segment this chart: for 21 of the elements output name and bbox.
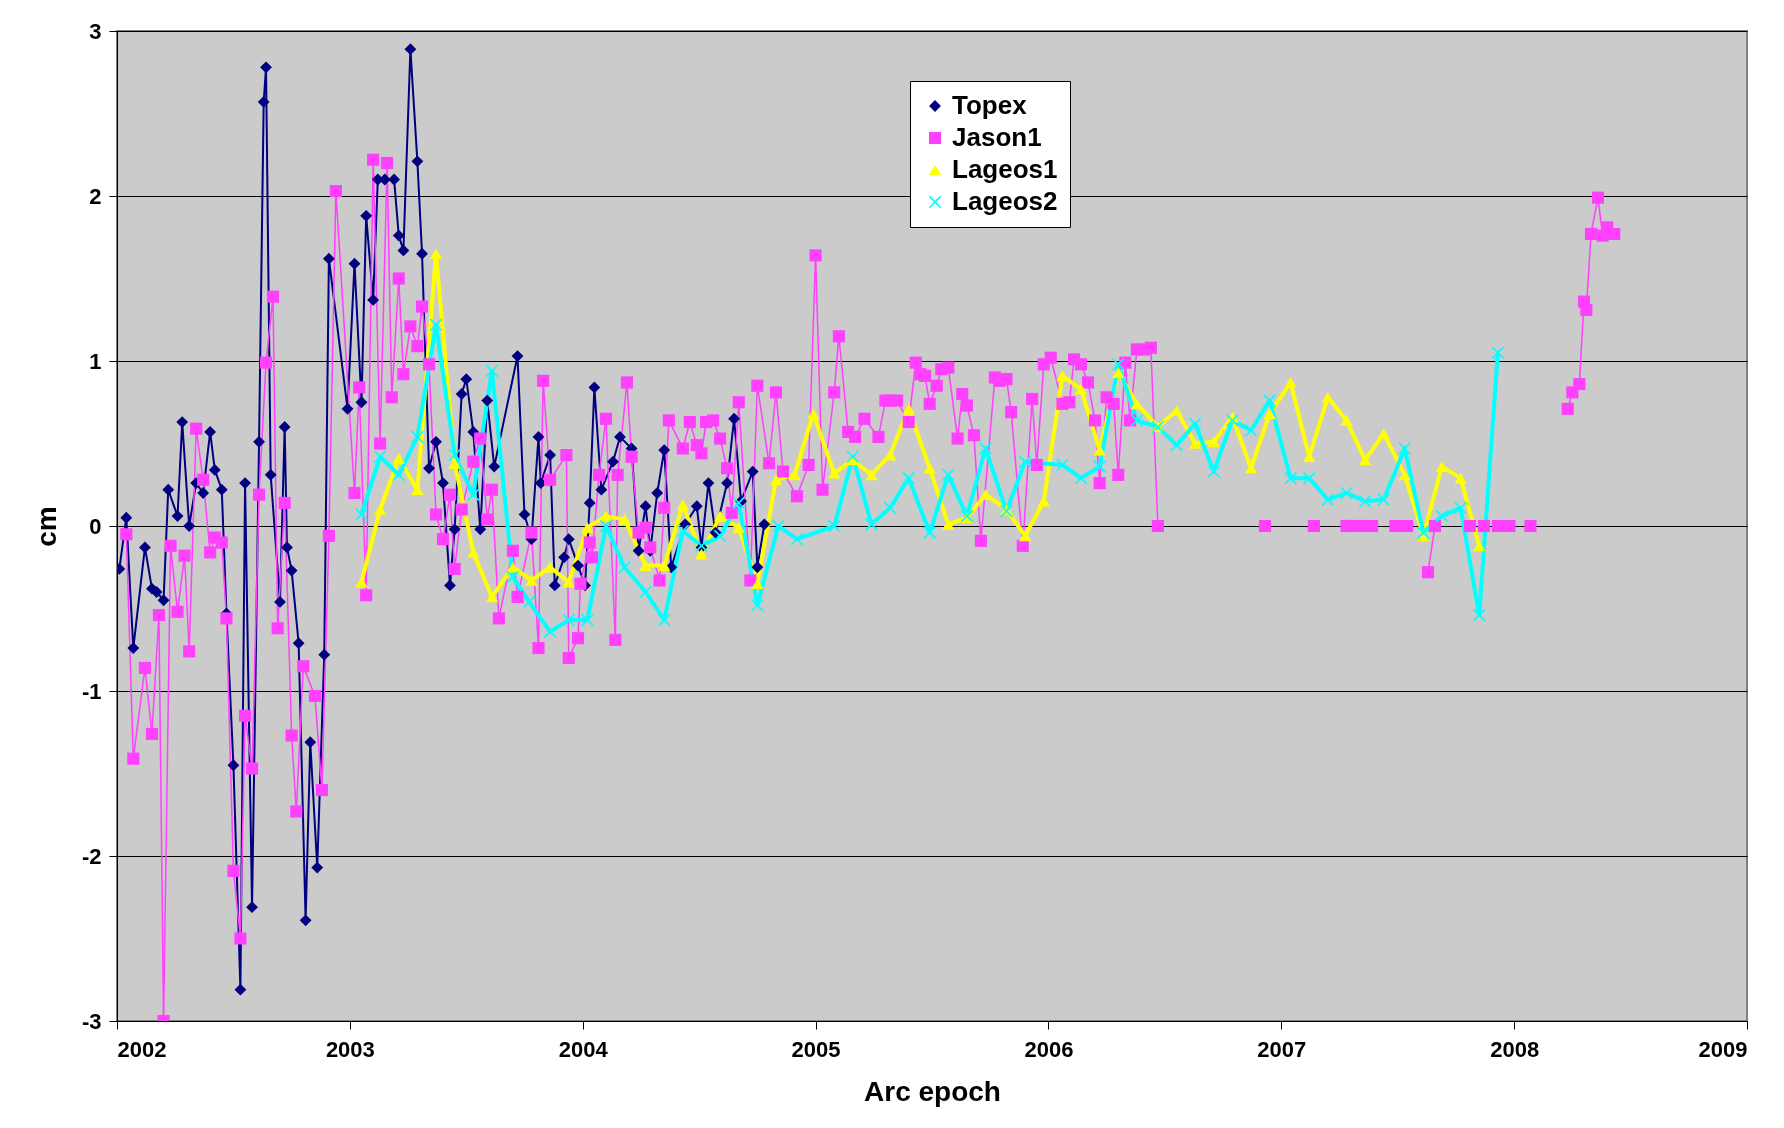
- legend-label: Jason1: [952, 122, 1042, 152]
- x-tick-label: 2008: [1490, 1036, 1540, 1062]
- legend-label: Lageos2: [952, 186, 1058, 216]
- x-tick-label: 2006: [1024, 1036, 1074, 1062]
- y-tick-label: 3: [89, 18, 102, 44]
- y-tick-label: 0: [89, 513, 102, 539]
- y-tick-label: -3: [81, 1008, 102, 1034]
- y-tick-label: 1: [89, 348, 102, 374]
- y-tick-label: -1: [81, 678, 102, 704]
- x-tick-label: 2009: [1698, 1036, 1748, 1062]
- y-tick-label: -2: [81, 843, 102, 869]
- legend-label: Topex: [952, 90, 1028, 120]
- y-tick-label: 2: [89, 183, 102, 209]
- x-axis-title: Arc epoch: [864, 1075, 1001, 1107]
- x-tick-label: 2007: [1257, 1036, 1307, 1062]
- y-axis-title: cm: [30, 506, 62, 547]
- x-tick-label: 2003: [325, 1036, 375, 1062]
- x-tick-label: 2002: [117, 1036, 167, 1062]
- legend-label: Lageos1: [952, 154, 1058, 184]
- x-tick-label: 2005: [791, 1036, 841, 1062]
- x-tick-label: 2004: [558, 1036, 609, 1062]
